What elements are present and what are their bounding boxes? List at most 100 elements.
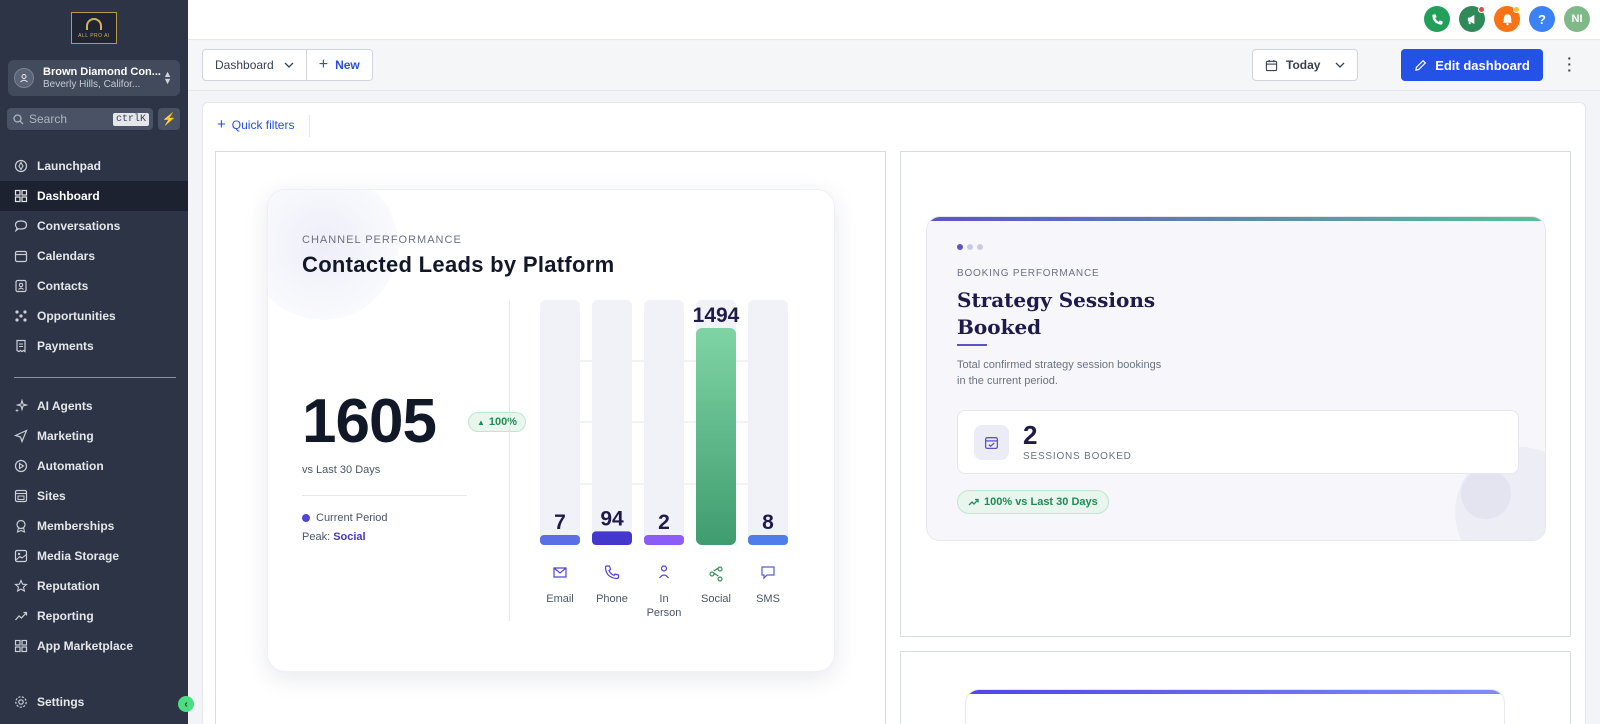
search-box[interactable]: Search ctrlK bbox=[7, 108, 153, 130]
legend-label: Current Period bbox=[316, 512, 388, 524]
category-label-line: Social bbox=[701, 593, 731, 605]
sidebar-item-label: Reputation bbox=[37, 579, 100, 593]
edit-dashboard-button[interactable]: Edit dashboard bbox=[1401, 49, 1543, 81]
account-info: Brown Diamond Con... Beverly Hills, Cali… bbox=[43, 66, 163, 90]
pencil-icon bbox=[1415, 59, 1427, 71]
quick-filters-button[interactable]: + Quick filters bbox=[217, 116, 294, 133]
announcements-button[interactable] bbox=[1459, 6, 1485, 32]
brand-logo[interactable]: ALL PRO AI bbox=[71, 12, 117, 44]
description-line: in the current period. bbox=[957, 375, 1058, 387]
sidebar-item-dashboard[interactable]: Dashboard bbox=[0, 181, 188, 211]
bar-email[interactable] bbox=[540, 535, 580, 545]
bar-in-person[interactable] bbox=[644, 535, 684, 545]
today-label: Today bbox=[1286, 58, 1321, 72]
sidebar-item-marketing[interactable]: Marketing bbox=[0, 421, 188, 451]
search-input[interactable]: Search bbox=[29, 112, 68, 126]
sidebar-item-launchpad[interactable]: Launchpad bbox=[0, 151, 188, 181]
category-label-line: Phone bbox=[596, 593, 628, 605]
sidebar-item-settings[interactable]: Settings bbox=[0, 689, 188, 715]
nav-divider bbox=[14, 377, 176, 378]
nav-primary: Launchpad Dashboard Conversations Calendars… bbox=[0, 151, 188, 361]
legend-item: Current Period bbox=[302, 512, 388, 524]
caret-up-icon: ▲ bbox=[477, 417, 485, 427]
carousel-dots[interactable] bbox=[957, 244, 983, 250]
help-button[interactable]: ? bbox=[1529, 6, 1555, 32]
sidebar-item-automation[interactable]: Automation bbox=[0, 451, 188, 481]
sidebar-item-label: Contacts bbox=[37, 279, 89, 293]
sidebar-item-payments[interactable]: Payments bbox=[0, 331, 188, 361]
comparison-label: vs Last 30 Days bbox=[302, 464, 381, 476]
dashboard-select-label: Dashboard bbox=[215, 58, 274, 72]
apps-icon bbox=[14, 639, 28, 653]
carousel-dot[interactable] bbox=[977, 244, 983, 250]
card-eyebrow: CHANNEL PERFORMANCE bbox=[302, 234, 462, 246]
bar-phone[interactable] bbox=[592, 531, 632, 545]
quick-action-button[interactable]: ⚡ bbox=[158, 108, 180, 130]
badge-icon bbox=[16, 519, 26, 533]
bar-value-label: 7 bbox=[554, 511, 566, 534]
sidebar-item-sites[interactable]: Sites bbox=[0, 481, 188, 511]
sidebar-item-label: Dashboard bbox=[37, 189, 100, 203]
sidebar-item-conversations[interactable]: Conversations bbox=[0, 211, 188, 241]
person-icon bbox=[659, 565, 669, 579]
category-label: Phone bbox=[596, 593, 628, 605]
topbar-actions: ? NI bbox=[1424, 6, 1590, 32]
sidebar-item-media-storage[interactable]: Media Storage bbox=[0, 541, 188, 571]
settings-label: Settings bbox=[37, 695, 85, 709]
peak-info: Peak: Social bbox=[302, 531, 366, 543]
trend-up-icon bbox=[968, 498, 979, 506]
notification-dot bbox=[1513, 6, 1520, 13]
message-icon bbox=[761, 566, 775, 580]
category-label: In Person bbox=[647, 593, 682, 619]
sites-icon bbox=[14, 489, 28, 503]
notifications-button[interactable] bbox=[1494, 6, 1520, 32]
sidebar-item-calendars[interactable]: Calendars bbox=[0, 241, 188, 271]
sidebar-item-opportunities[interactable]: Opportunities bbox=[0, 301, 188, 331]
more-options-icon[interactable]: · · · bbox=[1567, 50, 1572, 78]
bar-track bbox=[748, 300, 788, 545]
sidebar-item-memberships[interactable]: Memberships bbox=[0, 511, 188, 541]
account-switcher[interactable]: Brown Diamond Con... Beverly Hills, Cali… bbox=[8, 60, 180, 96]
star-icon bbox=[14, 579, 28, 593]
card-title: Strategy Sessions Booked bbox=[957, 287, 1177, 341]
card-eyebrow: BOOKING PERFORMANCE bbox=[957, 268, 1100, 279]
contacts-icon bbox=[15, 279, 27, 293]
sidebar-item-label: Opportunities bbox=[37, 309, 116, 323]
sidebar: ALL PRO AI Brown Diamond Con... Beverly … bbox=[0, 0, 194, 724]
new-dashboard-button[interactable]: + New bbox=[305, 50, 372, 80]
rocket-icon bbox=[14, 159, 28, 173]
calendar-check-icon bbox=[974, 425, 1009, 460]
filters-divider bbox=[309, 115, 310, 137]
sidebar-item-reputation[interactable]: Reputation bbox=[0, 571, 188, 601]
plus-icon: + bbox=[217, 116, 226, 133]
user-avatar[interactable]: NI bbox=[1564, 6, 1590, 32]
sidebar-item-ai-agents[interactable]: AI Agents bbox=[0, 391, 188, 421]
bar-social[interactable] bbox=[696, 328, 736, 545]
network-icon bbox=[15, 310, 27, 322]
bar-track bbox=[644, 300, 684, 545]
carousel-dot[interactable] bbox=[967, 244, 973, 250]
gear-icon bbox=[15, 696, 27, 708]
dashboard-select[interactable]: Dashboard bbox=[203, 50, 306, 80]
chevron-down-icon bbox=[1335, 62, 1345, 68]
collapse-sidebar-button[interactable]: ‹ bbox=[178, 696, 194, 712]
image-icon bbox=[14, 549, 28, 563]
carousel-dot[interactable] bbox=[957, 244, 963, 250]
title-line: Booked bbox=[957, 315, 1042, 339]
automation-icon bbox=[14, 459, 28, 473]
account-icon bbox=[14, 68, 34, 88]
dashboard-controls: Dashboard + New bbox=[202, 49, 373, 81]
phone-button[interactable] bbox=[1424, 6, 1450, 32]
sidebar-item-app-marketplace[interactable]: App Marketplace bbox=[0, 631, 188, 661]
sessions-stat-box: 2 SESSIONS BOOKED bbox=[957, 410, 1519, 474]
sparkle-icon bbox=[15, 399, 28, 413]
sidebar-item-reporting[interactable]: Reporting bbox=[0, 601, 188, 631]
sidebar-item-label: Reporting bbox=[37, 609, 94, 623]
search-shortcut: ctrlK bbox=[112, 112, 149, 126]
trend-icon bbox=[15, 611, 28, 621]
category-label: Email bbox=[546, 593, 574, 605]
date-range-select[interactable]: Today bbox=[1252, 49, 1358, 81]
sidebar-item-contacts[interactable]: Contacts bbox=[0, 271, 188, 301]
category-label-line: Email bbox=[546, 593, 574, 605]
bar-sms[interactable] bbox=[748, 535, 788, 545]
